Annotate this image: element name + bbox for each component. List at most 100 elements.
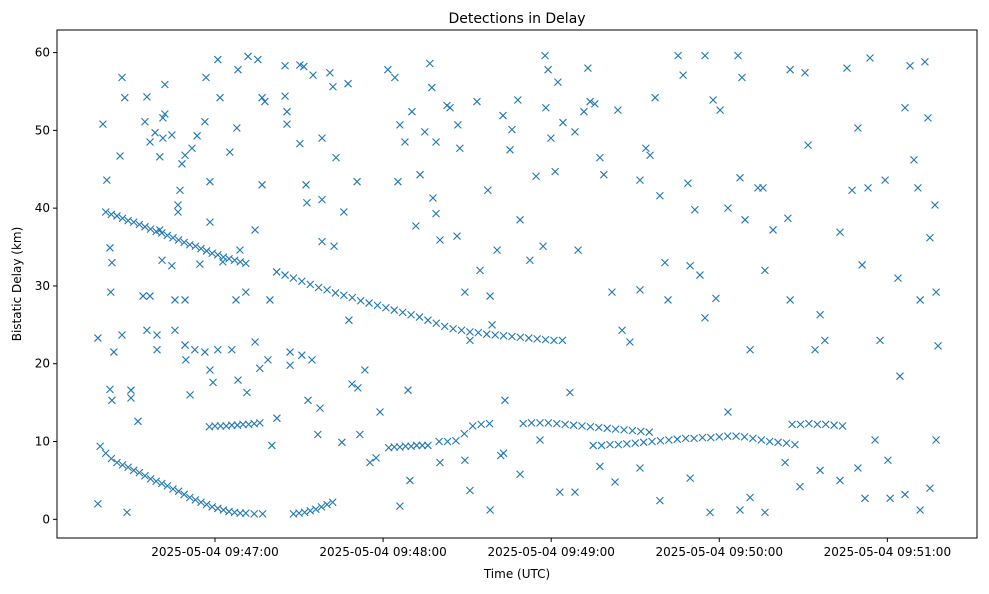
data-point xyxy=(932,436,940,444)
data-point xyxy=(854,464,862,472)
data-point xyxy=(541,335,550,344)
data-point xyxy=(124,463,133,472)
data-point xyxy=(508,332,516,341)
data-point xyxy=(931,201,939,209)
data-point xyxy=(499,331,508,340)
data-point xyxy=(120,93,129,102)
data-point xyxy=(146,474,155,483)
data-point xyxy=(466,327,474,336)
data-point xyxy=(186,390,194,399)
data-point xyxy=(260,97,269,106)
data-point xyxy=(155,152,164,161)
data-point xyxy=(513,96,522,104)
data-point xyxy=(674,51,682,60)
data-point xyxy=(590,100,599,108)
data-point xyxy=(786,296,795,304)
data-point xyxy=(628,426,637,435)
data-point xyxy=(583,64,592,73)
data-point xyxy=(295,61,304,69)
data-point xyxy=(107,454,116,463)
data-point xyxy=(141,222,149,231)
y-tick-label: 60 xyxy=(35,46,50,60)
data-point xyxy=(297,351,306,360)
data-point xyxy=(135,468,144,477)
data-point xyxy=(201,117,209,126)
data-point xyxy=(160,110,169,118)
data-point xyxy=(283,107,291,116)
data-point xyxy=(366,458,374,467)
data-point xyxy=(926,484,934,493)
data-point xyxy=(716,106,724,115)
data-point xyxy=(236,246,244,255)
data-point xyxy=(636,464,644,472)
data-point xyxy=(239,420,247,429)
data-point xyxy=(234,65,242,74)
y-axis: 0 10 20 30 40 50 60 xyxy=(35,46,57,526)
data-point xyxy=(586,422,595,431)
data-point xyxy=(266,296,274,304)
data-point xyxy=(608,288,616,297)
data-point xyxy=(118,214,127,223)
data-point xyxy=(757,436,766,444)
data-point xyxy=(690,434,698,443)
data-point xyxy=(206,218,214,227)
data-point xyxy=(746,493,754,502)
data-point xyxy=(273,414,281,423)
data-point xyxy=(190,345,199,354)
data-point xyxy=(107,210,116,219)
data-point xyxy=(679,71,688,80)
data-point xyxy=(155,226,164,234)
data-point xyxy=(396,121,404,129)
data-point xyxy=(135,220,144,229)
data-point xyxy=(420,128,429,136)
data-point xyxy=(455,144,464,153)
data-point xyxy=(185,493,194,502)
data-point xyxy=(886,494,895,503)
x-tick-label: 2025-05-04 09:51:00 xyxy=(824,545,951,559)
data-point xyxy=(308,355,316,364)
data-point xyxy=(636,176,644,185)
data-point xyxy=(493,246,501,255)
y-tick-label: 40 xyxy=(35,201,50,215)
data-point xyxy=(216,93,224,102)
data-point xyxy=(297,277,306,286)
data-point xyxy=(213,504,222,513)
data-point xyxy=(596,462,604,471)
data-point xyxy=(460,429,469,438)
data-point xyxy=(664,436,673,444)
data-point xyxy=(317,502,326,511)
data-point xyxy=(916,296,925,304)
data-point xyxy=(589,441,598,450)
data-point xyxy=(651,93,660,102)
data-point xyxy=(424,441,432,450)
data-point xyxy=(153,345,161,354)
data-point xyxy=(406,476,414,485)
data-point xyxy=(736,506,744,514)
data-point xyxy=(202,247,211,255)
data-point xyxy=(191,495,200,504)
y-tick-label: 30 xyxy=(35,279,50,293)
data-point xyxy=(774,438,782,447)
data-point xyxy=(569,421,578,430)
data-point xyxy=(864,184,872,192)
data-point xyxy=(848,186,856,195)
x-tick-label: 2025-05-04 09:47:00 xyxy=(151,545,278,559)
data-point xyxy=(547,134,555,143)
data-point xyxy=(236,257,245,266)
data-point xyxy=(157,479,166,488)
data-point xyxy=(858,261,867,269)
data-point xyxy=(213,250,222,259)
data-point xyxy=(264,355,272,364)
data-point xyxy=(232,296,240,304)
data-point xyxy=(390,443,399,451)
y-tick-label: 20 xyxy=(35,357,50,371)
data-point xyxy=(684,179,692,188)
data-point xyxy=(302,180,310,189)
data-point xyxy=(267,441,276,450)
data-point xyxy=(701,51,709,60)
data-point xyxy=(360,366,369,374)
data-point xyxy=(118,460,127,469)
data-point xyxy=(180,238,189,247)
data-point xyxy=(404,386,412,395)
